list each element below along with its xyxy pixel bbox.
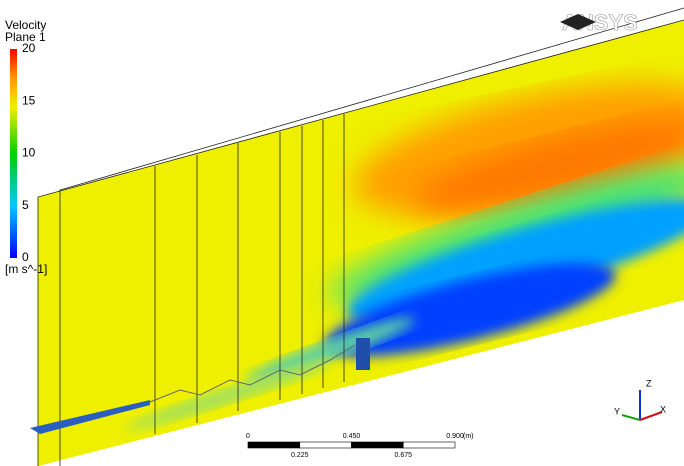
axis-triad bbox=[622, 390, 662, 420]
scale-segment bbox=[300, 442, 352, 448]
axis-z: Z bbox=[646, 378, 652, 388]
legend-unit: [m s^-1] bbox=[5, 262, 47, 276]
scale-segment bbox=[248, 442, 300, 448]
colorbar-label: 15 bbox=[22, 93, 36, 107]
colorbar-label: 5 bbox=[22, 198, 29, 212]
scale-label: 0.900 bbox=[446, 433, 464, 440]
block bbox=[356, 338, 370, 370]
scale-unit: (m) bbox=[463, 433, 474, 440]
colorbar-label: 0 bbox=[22, 250, 29, 264]
colorbar-label: 20 bbox=[22, 41, 36, 55]
scale-label: 0.450 bbox=[343, 433, 361, 440]
scale-segment bbox=[352, 442, 404, 448]
scale-segment bbox=[403, 442, 455, 448]
axis-x: X bbox=[660, 404, 666, 414]
viewer: Velocity Plane 1 [m s^-1] ANSYS X Y Z 05… bbox=[0, 0, 684, 466]
colorbar bbox=[10, 49, 17, 258]
axis-y: Y bbox=[614, 406, 620, 416]
colorbar-label: 10 bbox=[22, 146, 36, 160]
scale-label: 0.225 bbox=[291, 452, 309, 459]
velocity-field bbox=[0, 0, 684, 466]
scale-label: 0 bbox=[246, 433, 250, 440]
scale-label: 0.675 bbox=[394, 452, 412, 459]
